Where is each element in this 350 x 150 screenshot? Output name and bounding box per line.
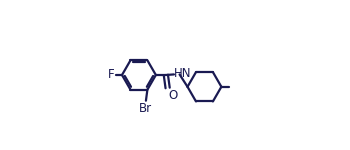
Text: Br: Br	[139, 102, 153, 115]
Text: F: F	[108, 69, 115, 81]
Text: O: O	[169, 89, 178, 102]
Text: HN: HN	[174, 67, 192, 80]
